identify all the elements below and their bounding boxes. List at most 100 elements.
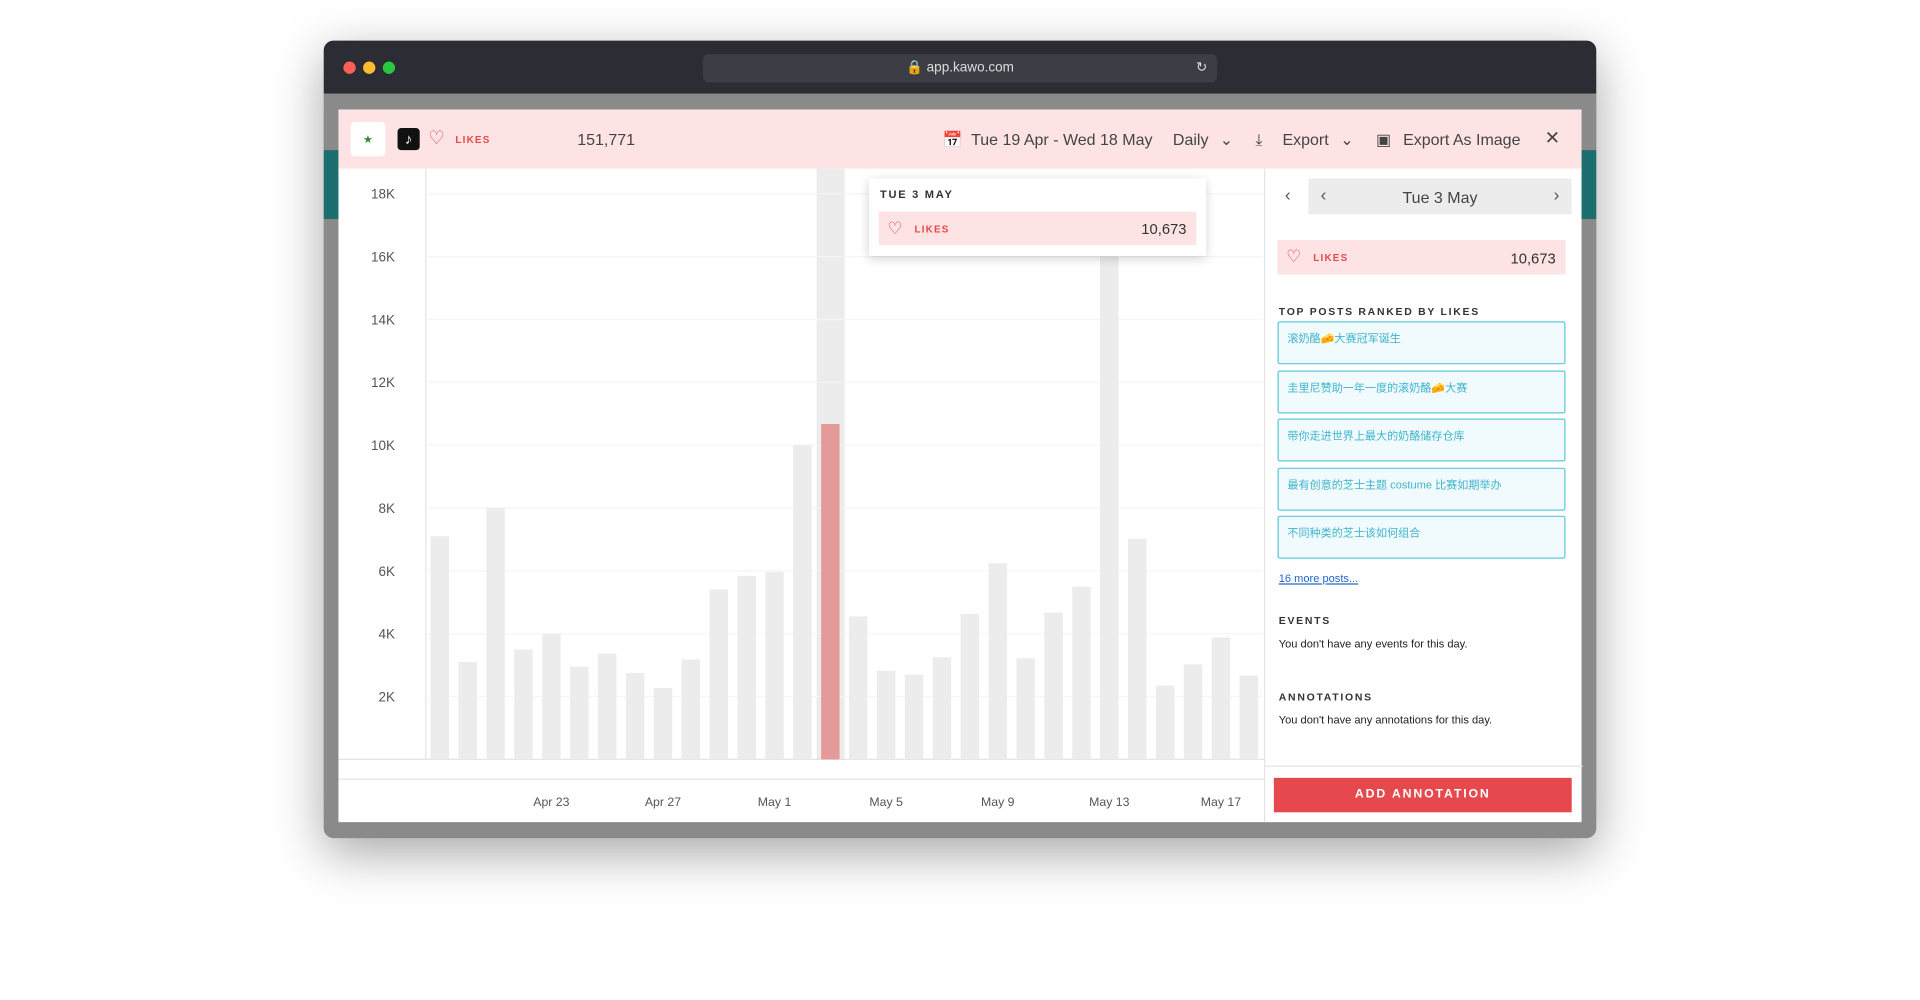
x-tick-label: May 5 xyxy=(869,795,903,809)
bar xyxy=(653,688,673,760)
y-tick-label: 4K xyxy=(379,627,396,642)
y-tick-label: 16K xyxy=(371,250,395,265)
likes-box: ♡ LIKES 10,673 xyxy=(1277,239,1566,275)
tooltip-metric: LIKES xyxy=(914,223,950,236)
bar xyxy=(1155,685,1175,760)
max-dot[interactable] xyxy=(382,61,396,74)
bar xyxy=(625,672,645,760)
prev[interactable]: ‹ xyxy=(1320,184,1327,205)
more-posts[interactable]: 16 more posts... xyxy=(1278,572,1359,585)
y-tick-label: 6K xyxy=(379,564,396,579)
add-annotation[interactable]: ADD ANNOTATION xyxy=(1273,777,1572,813)
bar xyxy=(570,666,589,760)
tiktok-icon: ♪ xyxy=(397,127,420,151)
backdrop-strip xyxy=(1581,150,1597,220)
y-tick-label: 8K xyxy=(379,501,396,516)
x-tick-label: May 17 xyxy=(1201,795,1241,809)
y-tick-label: 10K xyxy=(371,438,395,453)
sidebar-date: Tue 3 May xyxy=(1402,188,1478,207)
modal: ★ ♪ ♡ LIKES 151,771 📅 Tue 19 Apr - Wed 1… xyxy=(338,109,1583,823)
bar xyxy=(1183,664,1203,760)
bar xyxy=(458,661,477,760)
address-bar[interactable]: 🔒 app.kawo.com ↻ xyxy=(702,54,1218,83)
bar xyxy=(486,507,505,760)
bar xyxy=(737,575,756,760)
bar xyxy=(430,536,450,760)
bar xyxy=(542,633,561,760)
post-title: 不同种类的芝士该如何组合 xyxy=(1287,526,1421,540)
bar xyxy=(932,657,952,760)
tooltip: TUE 3 MAY ♡ LIKES 10,673 xyxy=(868,178,1207,256)
x-tick-label: Apr 27 xyxy=(645,795,681,809)
bar xyxy=(960,613,980,760)
bar xyxy=(1127,538,1147,760)
sidebar-value: 10,673 xyxy=(1510,249,1556,268)
metric: LIKES xyxy=(455,134,491,146)
total: 151,771 xyxy=(577,130,636,149)
bar xyxy=(988,563,1007,760)
x-tick-label: May 9 xyxy=(981,795,1015,809)
y-tick-label: 14K xyxy=(371,312,395,327)
bar xyxy=(1100,225,1119,760)
bar xyxy=(681,659,701,760)
tooltip-date: TUE 3 MAY xyxy=(879,188,954,201)
bar xyxy=(849,616,868,760)
post-title: 带你走进世界上最大的奶酪储存仓库 xyxy=(1287,429,1465,442)
prev-far[interactable]: ‹ xyxy=(1284,184,1291,205)
title-bar: 🔒 app.kawo.com ↻ xyxy=(323,40,1597,94)
chevron: ⌄ xyxy=(1340,130,1354,149)
post-card[interactable]: 不同种类的芝士该如何组合 xyxy=(1277,515,1566,559)
logo: ★ xyxy=(350,121,386,157)
sidebar: ‹ ‹ Tue 3 May › ♡ LIKES 10,673 TOP POSTS… xyxy=(1263,168,1583,823)
section-title: ANNOTATIONS xyxy=(1278,690,1373,703)
tooltip-row: ♡ LIKES 10,673 xyxy=(878,211,1197,245)
bar xyxy=(1211,637,1231,760)
date-nav: ‹ Tue 3 May › xyxy=(1308,178,1572,215)
bar xyxy=(1239,675,1259,760)
post-title: 圭里尼赞助一年一度的滚奶酪🧀大赛 xyxy=(1287,380,1468,394)
x-tick-label: Apr 23 xyxy=(533,795,569,809)
image-icon: ▣ xyxy=(1375,130,1392,149)
calendar-icon: 📅 xyxy=(942,130,963,149)
bar xyxy=(1016,658,1035,760)
post-card[interactable]: 圭里尼赞助一年一度的滚奶酪🧀大赛 xyxy=(1277,369,1566,413)
url: app.kawo.com xyxy=(926,60,1014,76)
post-title: 滚奶酪🧀大赛冠军诞生 xyxy=(1287,332,1401,345)
bar xyxy=(709,589,728,760)
export[interactable]: Export xyxy=(1282,130,1329,149)
chart: 2K 4K 6K 8K 10K 12K 14K 16K 18K Apr 23 Apr 27 May 1… xyxy=(338,168,1264,809)
sidebar-metric: LIKES xyxy=(1313,252,1349,264)
post-card[interactable]: 滚奶酪🧀大赛冠军诞生 xyxy=(1277,321,1566,365)
y-tick-label: 18K xyxy=(371,187,395,202)
section-title: TOP POSTS RANKED BY LIKES xyxy=(1278,305,1480,318)
close-dot[interactable] xyxy=(343,61,356,74)
interval[interactable]: Daily xyxy=(1172,130,1209,149)
chevron: ⌄ xyxy=(1219,130,1234,149)
next[interactable]: › xyxy=(1553,184,1560,205)
bar xyxy=(1072,586,1091,760)
post-card[interactable]: 最有创意的芝士主题 costume 比赛如期举办 xyxy=(1277,467,1566,511)
y-tick-label: 12K xyxy=(371,375,395,390)
heart-icon: ♡ xyxy=(428,127,445,149)
section-title: EVENTS xyxy=(1278,614,1331,627)
min-dot[interactable] xyxy=(363,61,376,74)
x-tick-label: May 13 xyxy=(1089,795,1129,809)
close[interactable]: ✕ xyxy=(1544,127,1561,149)
heart-icon: ♡ xyxy=(887,217,903,238)
bar xyxy=(821,423,840,760)
bar xyxy=(514,649,533,760)
y-tick-label: 2K xyxy=(379,689,396,704)
date-range[interactable]: Tue 19 Apr - Wed 18 May xyxy=(971,130,1153,149)
bar xyxy=(1044,612,1063,760)
x-tick-label: May 1 xyxy=(758,795,792,809)
bar xyxy=(597,653,617,760)
divider xyxy=(1265,765,1583,767)
modal-header: ★ ♪ ♡ LIKES 151,771 📅 Tue 19 Apr - Wed 1… xyxy=(338,109,1582,169)
bar xyxy=(793,445,812,760)
backdrop-strip xyxy=(323,150,339,220)
post-card[interactable]: 带你走进世界上最大的奶酪储存仓库 xyxy=(1277,418,1566,462)
export-image[interactable]: Export As Image xyxy=(1403,130,1521,149)
tooltip-value: 10,673 xyxy=(1141,220,1187,238)
